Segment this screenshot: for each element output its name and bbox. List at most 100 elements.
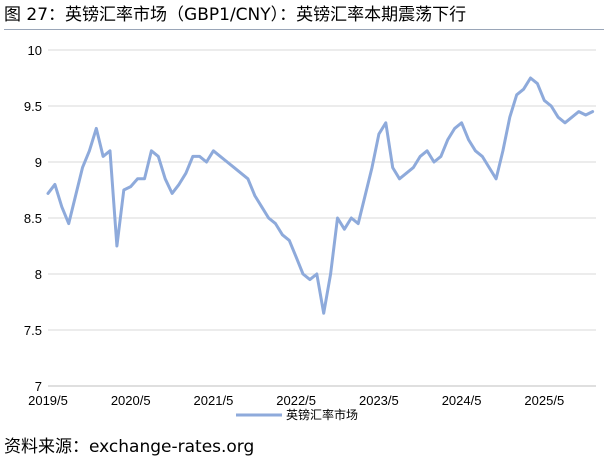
data-point: [74, 194, 77, 197]
data-point: [377, 132, 381, 136]
data-point: [281, 233, 284, 236]
data-point: [391, 166, 394, 169]
data-point: [253, 194, 256, 197]
data-point: [81, 166, 84, 169]
data-point: [370, 166, 374, 169]
data-point: [157, 155, 160, 158]
exchange-rate-chart: 77.588.599.510 2019/5 2020/5 2021/5 2022/5 2…: [24, 43, 596, 422]
data-point: [295, 256, 298, 259]
data-point: [357, 222, 360, 225]
data-point: [336, 216, 339, 220]
data-point: [329, 272, 332, 276]
data-point: [467, 138, 470, 141]
data-point: [177, 183, 181, 186]
data-point: [432, 160, 436, 164]
data-point: [550, 104, 553, 108]
data-point: [343, 228, 346, 231]
x-tick-label: 2019/5: [28, 393, 68, 408]
data-point: [419, 155, 422, 158]
data-point: [267, 216, 270, 220]
data-point: [101, 155, 105, 158]
data-point: [591, 110, 594, 113]
data-point: [288, 239, 291, 242]
series-layer: [46, 76, 595, 315]
data-point: [384, 121, 387, 125]
data-point: [170, 192, 174, 195]
data-point: [425, 149, 429, 152]
data-point: [536, 82, 539, 85]
data-point: [563, 121, 567, 125]
data-point: [67, 222, 70, 225]
data-point: [198, 155, 201, 158]
gridlines: [48, 49, 596, 387]
data-point: [350, 216, 353, 220]
data-point: [205, 160, 208, 164]
data-point: [481, 155, 484, 158]
y-tick-label: 8: [35, 267, 42, 282]
data-point: [60, 205, 63, 208]
data-point: [488, 166, 491, 169]
data-point: [246, 177, 250, 180]
data-point: [274, 222, 277, 225]
title-divider: [4, 29, 604, 30]
data-point: [508, 116, 511, 119]
y-tick-label: 7: [35, 379, 42, 394]
data-point: [143, 177, 146, 180]
data-point: [543, 99, 546, 102]
data-point: [322, 312, 325, 315]
data-point: [136, 177, 139, 180]
x-tick-label: 2020/5: [111, 393, 151, 408]
data-point: [150, 149, 153, 152]
data-point: [88, 149, 91, 152]
data-point: [412, 166, 415, 169]
data-point: [53, 183, 57, 186]
data-point: [460, 121, 463, 125]
legend: 英镑汇率市场: [236, 407, 358, 422]
data-point: [232, 166, 236, 169]
figure-title: 图 27：英镑汇率市场（GBP1/CNY）：英镑汇率本期震荡下行: [4, 5, 467, 25]
data-point: [239, 172, 243, 175]
y-tick-label: 9.5: [24, 99, 42, 114]
data-point: [122, 188, 126, 192]
data-point: [577, 110, 580, 113]
data-point: [405, 172, 408, 175]
series-line-0: [46, 76, 595, 315]
data-point: [515, 93, 518, 96]
x-axis-tick-labels: 2019/5 2020/5 2021/5 2022/5 2023/5 2024/5 2025…: [28, 393, 564, 408]
data-point: [584, 113, 587, 117]
data-point: [315, 272, 318, 276]
x-tick-label: 2024/5: [442, 393, 482, 408]
source-note: 资料来源：exchange-rates.org: [4, 437, 255, 457]
data-point: [363, 194, 367, 197]
data-point: [212, 149, 215, 152]
data-point: [219, 155, 222, 158]
data-point: [108, 149, 112, 152]
data-point: [446, 138, 449, 141]
data-point: [301, 272, 305, 276]
data-point: [184, 172, 188, 175]
data-point: [260, 205, 263, 208]
data-point: [522, 88, 525, 91]
legend-label: 英镑汇率市场: [286, 407, 358, 422]
x-tick-label: 2023/5: [359, 393, 399, 408]
data-point: [453, 127, 456, 130]
x-tick-label: 2022/5: [276, 393, 316, 408]
data-point: [308, 278, 312, 281]
y-tick-label: 7.5: [24, 323, 42, 338]
y-axis-tick-labels: 7 7.5 8 8.5 9 9.5 10: [24, 43, 42, 394]
data-point: [439, 155, 443, 158]
y-tick-label: 8.5: [24, 211, 42, 226]
data-point: [164, 177, 167, 180]
data-point: [191, 155, 194, 158]
x-tick-label: 2021/5: [194, 393, 234, 408]
y-tick-label: 10: [28, 43, 42, 58]
data-point: [115, 244, 119, 248]
y-tick-label: 9: [35, 155, 42, 170]
data-point: [474, 149, 477, 152]
data-point: [95, 127, 98, 130]
data-point: [46, 192, 50, 195]
data-point: [129, 185, 132, 188]
data-point: [494, 177, 498, 180]
data-point: [501, 149, 505, 152]
x-tick-label: 2025/5: [524, 393, 564, 408]
